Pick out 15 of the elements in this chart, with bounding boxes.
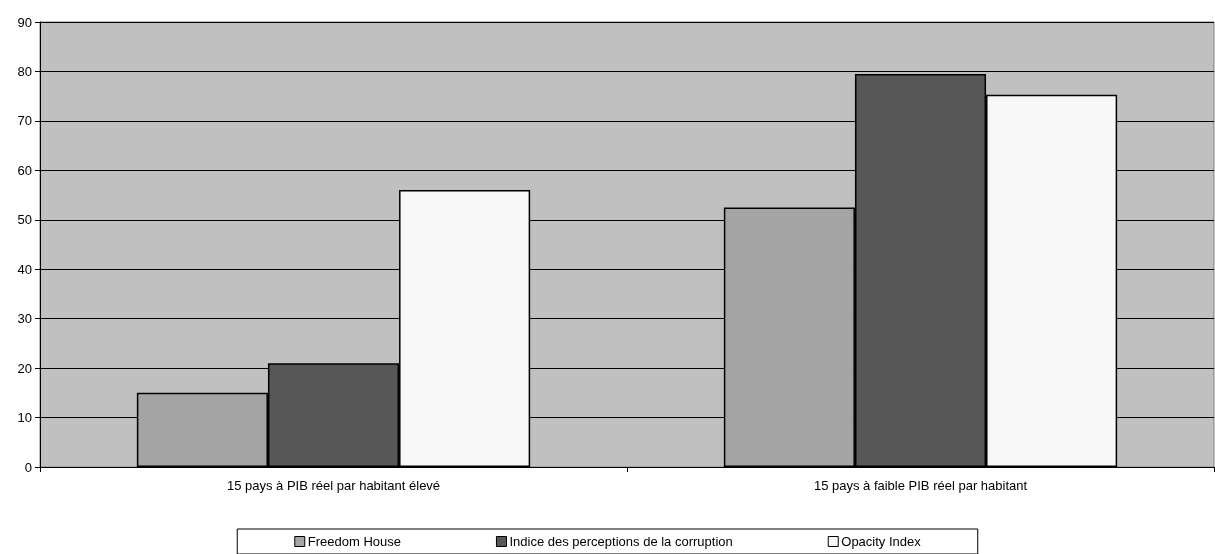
y-tick-label: 80 [17,63,32,79]
y-tick-label: 70 [17,113,32,129]
y-tick-label: 0 [24,459,32,475]
y-tick-label: 60 [17,162,32,178]
y-tick-label: 50 [17,212,32,228]
x-tick-label: 15 pays à PIB réel par habitant élevé [226,478,441,493]
y-tick-label: 30 [17,311,32,327]
y-tick-label: 40 [17,261,32,277]
y-tick-label: 20 [17,360,32,376]
legend-label: Indice des perceptions de la corruption [509,534,733,549]
legend-label: Freedom House [307,534,401,549]
y-tick-label: 10 [17,410,32,426]
y-tick-label: 90 [17,14,32,30]
x-tick-label: 15 pays à faible PIB réel par habitant [813,478,1028,493]
legend-label: Opacity Index [841,534,922,549]
